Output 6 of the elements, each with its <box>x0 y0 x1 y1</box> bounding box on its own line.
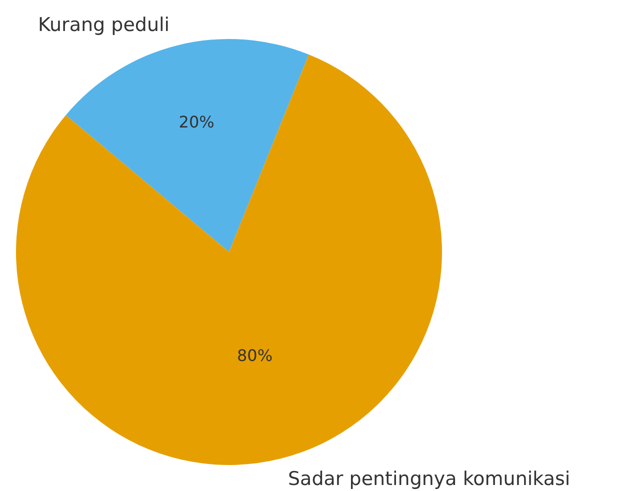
slice-label: Sadar pentingnya komunikasi <box>288 468 570 490</box>
data-label: 80% <box>236 346 273 365</box>
pie-slice <box>66 39 309 252</box>
slice-label: Kurang peduli <box>38 14 170 36</box>
data-label: 20% <box>178 112 214 132</box>
pie-slice <box>16 54 442 465</box>
